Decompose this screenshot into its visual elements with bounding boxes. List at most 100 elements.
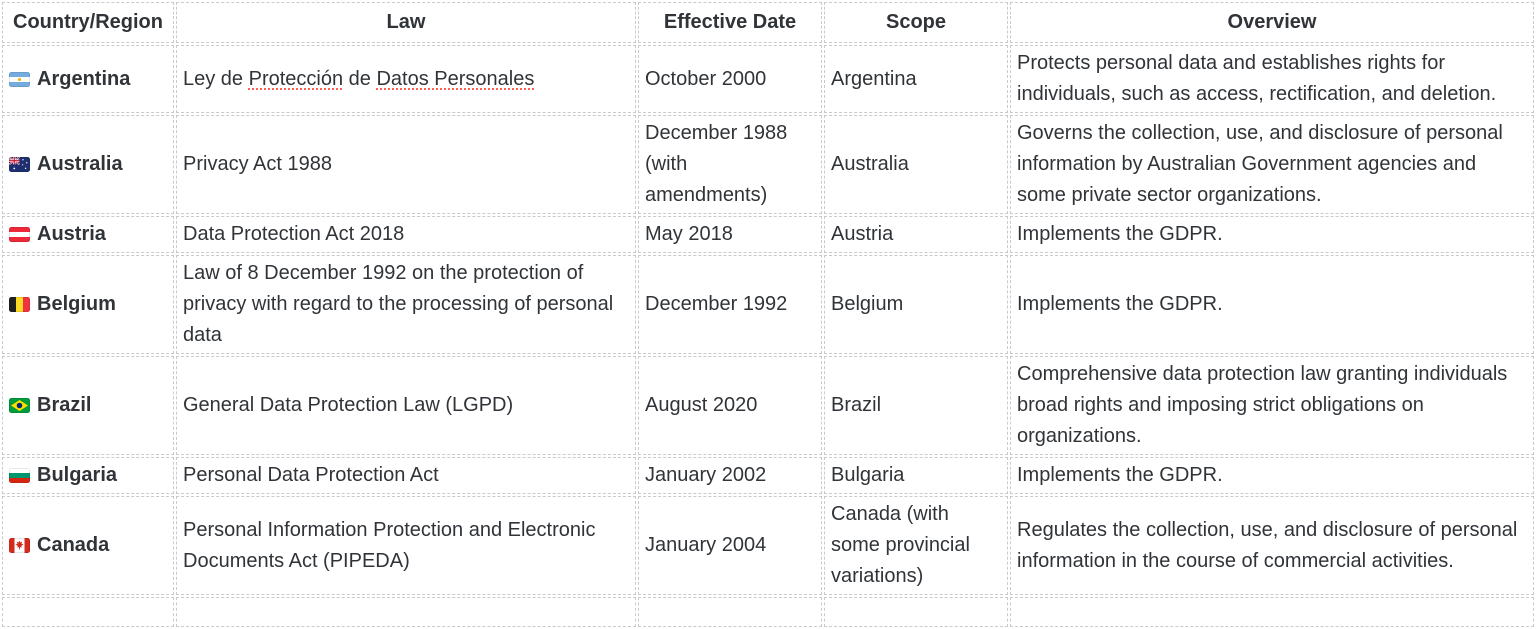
- law-text-segment: General Data Protection Law (LGPD): [183, 394, 514, 416]
- country-cell[interactable]: Argentina: [2, 45, 174, 113]
- effective-date-cell[interactable]: January 2002: [638, 457, 822, 494]
- scope-text: Australia: [831, 153, 909, 175]
- effective-date-text: January 2004: [645, 534, 767, 556]
- law-text-segment: Personal Information Protection and Elec…: [183, 518, 596, 572]
- law-text: Personal Information Protection and Elec…: [183, 519, 595, 572]
- overview-cell[interactable]: Implements the GDPR.: [1010, 255, 1534, 354]
- country-name: Australia: [37, 153, 123, 175]
- empty-cell: [638, 597, 822, 627]
- law-text-segment: de: [343, 67, 377, 90]
- scope-cell[interactable]: Canada (with some provincial variations): [824, 496, 1008, 595]
- scope-cell[interactable]: Bulgaria: [824, 457, 1008, 494]
- country-name: Canada: [37, 534, 110, 556]
- empty-cell: [176, 597, 636, 627]
- law-text: Data Protection Act 2018: [183, 223, 404, 245]
- law-text-segment: Ley de: [183, 67, 249, 90]
- australia-flag-icon: [9, 157, 30, 172]
- country-cell[interactable]: Austria: [2, 216, 174, 253]
- effective-date-cell[interactable]: December 1988 (with amendments): [638, 115, 822, 214]
- country-cell[interactable]: Brazil: [2, 356, 174, 455]
- law-text: General Data Protection Law (LGPD): [183, 394, 513, 416]
- scope-text: Argentina: [831, 67, 917, 90]
- effective-date-text: May 2018: [645, 223, 733, 245]
- overview-cell[interactable]: Protects personal data and establishes r…: [1010, 45, 1534, 113]
- overview-text: Implements the GDPR.: [1017, 464, 1223, 486]
- law-text: Law of 8 December 1992 on the protection…: [183, 262, 613, 346]
- law-text: Privacy Act 1988: [183, 153, 332, 175]
- table-row: Australia Privacy Act 1988 December 1988…: [2, 115, 1534, 214]
- law-text: Ley de Protección de Datos Personales: [183, 68, 534, 90]
- effective-date-cell[interactable]: May 2018: [638, 216, 822, 253]
- law-cell[interactable]: Law of 8 December 1992 on the protection…: [176, 255, 636, 354]
- overview-cell[interactable]: Comprehensive data protection law granti…: [1010, 356, 1534, 455]
- effective-date-text: October 2000: [645, 67, 767, 90]
- overview-cell[interactable]: Implements the GDPR.: [1010, 216, 1534, 253]
- law-cell[interactable]: Personal Information Protection and Elec…: [176, 496, 636, 595]
- overview-text: Protects personal data and establishes r…: [1017, 52, 1497, 105]
- law-text-segment: Law of 8 December 1992 on the protection…: [183, 262, 614, 346]
- country-cell[interactable]: Australia: [2, 115, 174, 214]
- table-row-partial: [2, 597, 1534, 627]
- header-country-region[interactable]: Country/Region: [2, 2, 174, 43]
- law-cell[interactable]: Privacy Act 1988: [176, 115, 636, 214]
- empty-cell: [1010, 597, 1534, 627]
- table-row: Argentina Ley de Protección de Datos Per…: [2, 45, 1534, 113]
- law-text: Personal Data Protection Act: [183, 464, 439, 486]
- empty-cell: [824, 597, 1008, 627]
- header-law[interactable]: Law: [176, 2, 636, 43]
- empty-cell: [2, 597, 174, 627]
- header-scope[interactable]: Scope: [824, 2, 1008, 43]
- scope-text: Belgium: [831, 293, 904, 315]
- law-cell[interactable]: Ley de Protección de Datos Personales: [176, 45, 636, 113]
- effective-date-cell[interactable]: October 2000: [638, 45, 822, 113]
- overview-cell[interactable]: Governs the collection, use, and disclos…: [1010, 115, 1534, 214]
- overview-text: Implements the GDPR.: [1017, 223, 1223, 245]
- bulgaria-flag-icon: [9, 468, 30, 483]
- scope-text: Brazil: [831, 394, 882, 416]
- overview-text: Governs the collection, use, and disclos…: [1017, 122, 1503, 206]
- scope-text: Austria: [831, 223, 894, 245]
- effective-date-cell[interactable]: January 2004: [638, 496, 822, 595]
- country-name: Argentina: [37, 67, 131, 90]
- effective-date-cell[interactable]: December 1992: [638, 255, 822, 354]
- effective-date-text: January 2002: [645, 464, 767, 486]
- scope-text: Bulgaria: [831, 464, 905, 486]
- scope-cell[interactable]: Belgium: [824, 255, 1008, 354]
- law-text-segment: Personal Data Protection Act: [183, 464, 439, 486]
- header-effective-date[interactable]: Effective Date: [638, 2, 822, 43]
- scope-cell[interactable]: Argentina: [824, 45, 1008, 113]
- country-name: Bulgaria: [37, 464, 118, 486]
- table-row: Brazil General Data Protection Law (LGPD…: [2, 356, 1534, 455]
- law-cell[interactable]: Data Protection Act 2018: [176, 216, 636, 253]
- law-cell[interactable]: General Data Protection Law (LGPD): [176, 356, 636, 455]
- country-cell[interactable]: Canada: [2, 496, 174, 595]
- effective-date-text: August 2020: [645, 394, 758, 416]
- country-cell[interactable]: Belgium: [2, 255, 174, 354]
- effective-date-cell[interactable]: August 2020: [638, 356, 822, 455]
- canada-flag-icon: [9, 538, 30, 553]
- overview-text: Implements the GDPR.: [1017, 293, 1223, 315]
- effective-date-text: December 1988 (with amendments): [645, 122, 788, 206]
- argentina-flag-icon: [9, 71, 30, 87]
- scope-cell[interactable]: Australia: [824, 115, 1008, 214]
- scope-cell[interactable]: Austria: [824, 216, 1008, 253]
- law-text-segment: Privacy Act 1988: [183, 153, 332, 175]
- country-name: Austria: [37, 223, 106, 245]
- header-overview[interactable]: Overview: [1010, 2, 1534, 43]
- scope-cell[interactable]: Brazil: [824, 356, 1008, 455]
- country-cell[interactable]: Bulgaria: [2, 457, 174, 494]
- table-row: Belgium Law of 8 December 1992 on the pr…: [2, 255, 1534, 354]
- belgium-flag-icon: [9, 297, 30, 312]
- table-row: Austria Data Protection Act 2018 May 201…: [2, 216, 1534, 253]
- country-name: Belgium: [37, 293, 116, 315]
- effective-date-text: December 1992: [645, 293, 788, 315]
- law-text-segment: Data Protection Act 2018: [183, 223, 405, 245]
- law-cell[interactable]: Personal Data Protection Act: [176, 457, 636, 494]
- austria-flag-icon: [9, 227, 30, 242]
- overview-cell[interactable]: Implements the GDPR.: [1010, 457, 1534, 494]
- overview-text: Comprehensive data protection law granti…: [1017, 363, 1508, 447]
- overview-cell[interactable]: Regulates the collection, use, and discl…: [1010, 496, 1534, 595]
- misspelled-word: Datos Personales: [376, 67, 535, 90]
- overview-text: Regulates the collection, use, and discl…: [1017, 518, 1518, 572]
